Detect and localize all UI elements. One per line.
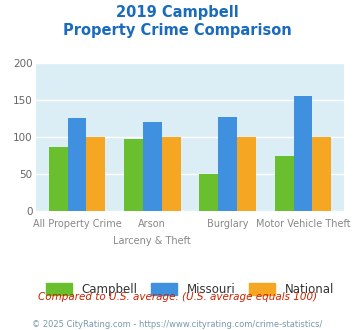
Bar — [162, 137, 180, 211]
Text: Compared to U.S. average. (U.S. average equals 100): Compared to U.S. average. (U.S. average … — [38, 292, 317, 302]
Bar — [143, 122, 162, 211]
Bar — [49, 147, 67, 211]
Text: © 2025 CityRating.com - https://www.cityrating.com/crime-statistics/: © 2025 CityRating.com - https://www.city… — [32, 320, 323, 329]
Bar — [86, 137, 105, 211]
Bar — [237, 137, 256, 211]
Text: 2019 Campbell: 2019 Campbell — [116, 5, 239, 20]
Text: Burglary: Burglary — [207, 219, 248, 229]
Bar — [312, 137, 331, 211]
Legend: Campbell, Missouri, National: Campbell, Missouri, National — [42, 280, 338, 300]
Bar — [275, 155, 294, 211]
Text: All Property Crime: All Property Crime — [33, 219, 121, 229]
Bar — [67, 118, 86, 211]
Bar — [124, 139, 143, 211]
Bar — [200, 174, 218, 211]
Text: Arson: Arson — [138, 219, 166, 229]
Text: Property Crime Comparison: Property Crime Comparison — [63, 23, 292, 38]
Bar — [218, 117, 237, 211]
Text: Motor Vehicle Theft: Motor Vehicle Theft — [256, 219, 350, 229]
Text: Larceny & Theft: Larceny & Theft — [113, 236, 191, 246]
Bar — [294, 96, 312, 211]
